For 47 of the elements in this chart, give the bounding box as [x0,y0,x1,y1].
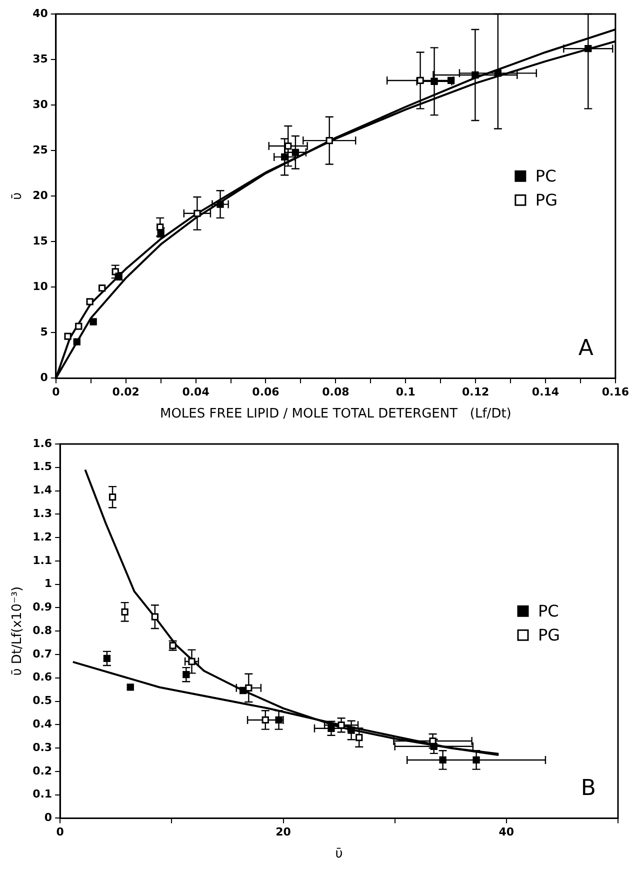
y-tick-label: 25 [32,143,48,156]
y-tick-label: 30 [32,98,48,111]
y-tick-label: 0.6 [32,670,52,684]
legend-label: PG [538,625,560,644]
y-tick-label: 0.8 [32,624,52,637]
y-tick-label: 0.2 [32,764,52,778]
y-tick-label: 0 [40,371,48,384]
y-tick-label: 1.6 [32,436,52,450]
x-tick-label: 0.16 [602,386,630,399]
y-tick-label: 1.5 [32,460,52,474]
x-tick-label: 0.02 [112,386,140,399]
y-tick-label: 35 [32,52,48,66]
y-tick-label: 5 [40,326,48,339]
x-tick-label: 0.14 [532,386,560,399]
y-tick-label: 15 [32,234,48,248]
annotation: B [580,776,596,801]
y-tick-label: 0.3 [32,740,52,754]
y-tick-label: 40 [32,6,48,20]
x-axis-title: MOLES FREE LIPID / MOLE TOTAL DETERGENT (Lf/Dt) [160,406,512,422]
x-tick-label: 0.04 [182,386,210,399]
x-tick-label: 20 [276,826,292,839]
y-tick-label: 1.1 [32,554,52,567]
legend-label: PG [535,190,558,210]
y-tick-label: 1.4 [32,484,52,497]
y-tick-label: 1 [44,577,52,590]
legend-label: PC [538,601,559,620]
y-axis-title: ῡ Dt/Lf(x10⁻³) [10,586,26,676]
y-tick-label: 0 [44,811,52,824]
y-tick-label: 1.2 [32,530,52,544]
y-tick-label: 0.4 [32,718,52,731]
y-tick-label: 1.3 [32,507,52,520]
y-tick-label: 0.7 [32,647,52,660]
x-tick-label: 0.06 [252,386,280,399]
y-axis-title: ῡ [10,192,26,200]
y-tick-label: 10 [32,280,48,294]
y-tick-label: 20 [32,188,48,202]
x-tick-label: 0.08 [322,386,350,399]
y-tick-label: 0.9 [32,600,52,614]
x-tick-label: 40 [498,826,514,839]
legend-label: PC [535,166,556,186]
annotation: A [578,336,594,361]
x-tick-label: 0.12 [462,386,490,399]
x-tick-label: 0 [56,826,64,839]
x-tick-label: 0.1 [396,386,416,399]
x-axis-title: ῡ [335,846,343,862]
y-tick-label: 0.5 [32,694,52,708]
y-tick-label: 0.1 [32,788,52,801]
